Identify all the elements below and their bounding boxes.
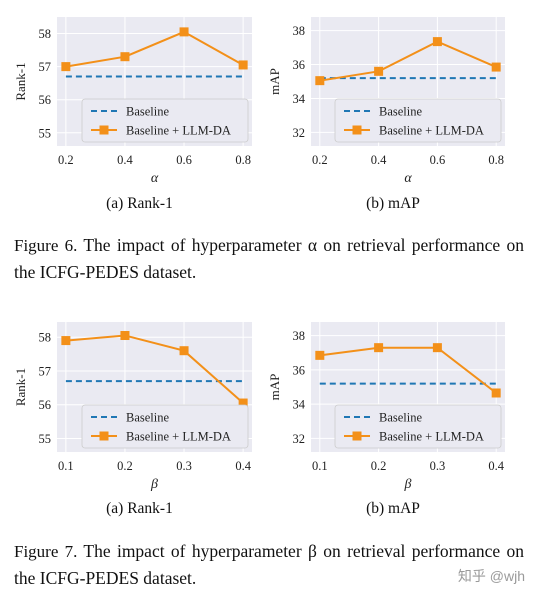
chart-legend: Baseline Baseline + LLM-DA [334,98,502,143]
x-tick-label: 0.4 [371,153,387,167]
chart-subcaption: (b) mAP [366,195,420,212]
llm-da-marker [120,52,130,62]
y-tick-label: 56 [39,93,52,107]
x-tick-label: 0.2 [117,459,133,473]
legend-baseline-label: Baseline [379,411,422,425]
legend-llm-da-label: Baseline + LLM-DA [126,430,231,444]
x-tick-label: 0.6 [176,153,192,167]
legend-baseline-label: Baseline [126,105,169,119]
llm-da-marker [315,76,325,86]
x-tick-label: 0.2 [58,153,74,167]
llm-da-marker [61,336,71,346]
llm-da-marker [374,66,384,76]
legend-llm-da-marker [99,125,109,135]
x-tick-label: 0.2 [312,153,328,167]
y-tick-label: 58 [39,331,52,345]
y-tick-label: 38 [293,329,306,343]
y-tick-label: 34 [293,92,306,106]
y-tick-label: 58 [39,27,52,41]
x-tick-label: 0.4 [488,459,504,473]
llm-da-marker [179,27,189,37]
legend-box [334,404,502,449]
chart-legend: Baseline Baseline + LLM-DA [81,98,249,143]
x-axis-label: α [404,171,412,186]
x-axis-label: α [151,171,159,186]
x-tick-label: 0.4 [117,153,133,167]
x-tick-label: 0.3 [430,459,446,473]
y-tick-label: 36 [293,58,306,72]
y-tick-label: 55 [39,432,52,446]
legend-llm-da-label: Baseline + LLM-DA [126,124,231,138]
y-tick-label: 55 [39,126,52,140]
legend-llm-da-label: Baseline + LLM-DA [379,430,484,444]
y-tick-label: 56 [39,398,52,412]
figure-6-caption-label: Figure 6. [14,236,78,255]
legend-box [334,98,502,143]
y-tick-label: 57 [39,364,52,378]
x-tick-label: 0.4 [235,459,251,473]
legend-baseline-label: Baseline [126,411,169,425]
chart-legend: Baseline Baseline + LLM-DA [81,404,249,449]
chart-subcaption: (a) Rank-1 [106,500,173,517]
llm-da-marker [238,60,248,70]
legend-baseline-label: Baseline [379,105,422,119]
llm-da-series-line [65,30,244,68]
y-tick-label: 57 [39,60,52,74]
figure-7-caption-text: The impact of hyperparameter β on retrie… [14,541,525,588]
y-axis-label: Rank-1 [13,368,28,406]
llm-da-marker [238,398,248,408]
legend-box [81,404,249,449]
llm-da-marker [120,331,130,341]
x-tick-label: 0.1 [312,459,328,473]
chart-subcaption: (b) mAP [366,500,420,517]
llm-da-marker [432,37,442,47]
x-tick-label: 0.8 [488,153,504,167]
llm-da-marker [61,62,71,72]
figure-6-caption-text: The impact of hyperparameter α on retrie… [14,235,525,282]
legend-llm-da-marker [99,431,109,441]
chart-subcaption: (a) Rank-1 [106,195,173,212]
x-tick-label: 0.2 [371,459,387,473]
llm-da-marker [491,62,501,72]
legend-box [81,98,249,143]
x-axis-label: β [150,477,158,492]
watermark-text: 知乎 @wjh [457,568,525,584]
y-axis-label: mAP [267,374,282,401]
figure-7-caption: Figure 7. The impact of hyperparameter β… [14,538,524,591]
llm-da-marker [315,350,325,360]
legend-llm-da-marker [352,431,362,441]
x-axis-label: β [404,477,412,492]
legend-llm-da-marker [352,125,362,135]
llm-da-series-line [65,334,244,404]
llm-da-marker [432,343,442,353]
x-tick-label: 0.8 [235,153,251,167]
x-tick-label: 0.1 [58,459,74,473]
llm-da-marker [374,343,384,353]
llm-da-marker [491,388,501,398]
figure-7-caption-label: Figure 7. [14,542,78,561]
y-tick-label: 38 [293,24,306,38]
x-tick-label: 0.6 [430,153,446,167]
chart-legend: Baseline Baseline + LLM-DA [334,404,502,449]
y-axis-label: mAP [267,68,282,95]
figure-6-caption: Figure 6. The impact of hyperparameter α… [14,232,524,285]
llm-da-marker [179,346,189,356]
y-tick-label: 32 [293,432,306,446]
llm-da-series-line [319,40,497,82]
y-tick-label: 32 [293,126,306,140]
y-tick-label: 34 [293,398,306,412]
y-axis-label: Rank-1 [13,62,28,100]
legend-llm-da-label: Baseline + LLM-DA [379,124,484,138]
llm-da-series-line [319,346,497,394]
y-tick-label: 36 [293,363,306,377]
x-tick-label: 0.3 [176,459,192,473]
